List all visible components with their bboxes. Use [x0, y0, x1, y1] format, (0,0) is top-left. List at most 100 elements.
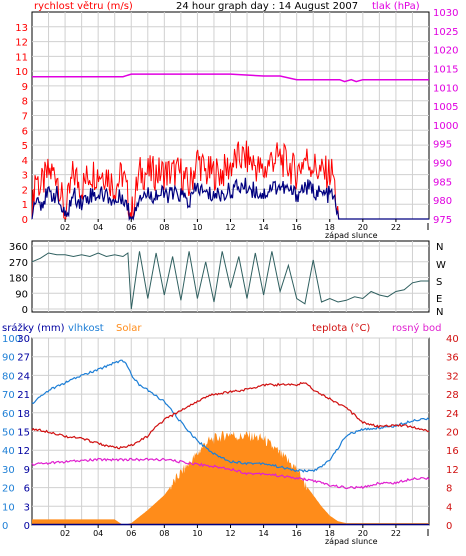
- humidity-tick-label: 10: [2, 502, 15, 513]
- humidity-tick-label: 40: [2, 446, 15, 457]
- temperature-tick-label: 24: [446, 409, 459, 420]
- humidity-tick-label: 60: [2, 409, 15, 420]
- rain-tick-label: 21: [17, 390, 30, 401]
- solar-area-series: [32, 430, 429, 525]
- time-axis-top-label: 22: [391, 223, 401, 232]
- humidity-tick-label: 50: [2, 428, 15, 439]
- time-axis-bottom-label: 16: [292, 529, 302, 538]
- humidity-tick-label: 100: [2, 334, 21, 345]
- temperature-tick-label: 12: [446, 465, 459, 476]
- time-axis-bottom-sunset-label: západ slunce: [325, 537, 378, 546]
- rain-tick-label: 9: [24, 465, 30, 476]
- direction-label-n-bottom: N: [436, 307, 443, 318]
- time-axis-bottom-label: 02: [60, 529, 70, 538]
- rain-tick-label: 30: [17, 334, 30, 345]
- time-axis-bottom: 02 04 06 08 10 12 14 16 18 20 22 západ slunce: [60, 525, 429, 546]
- time-axis-top-sunset-label: západ slunce: [325, 231, 378, 240]
- temperature-tick-label: 20: [446, 428, 459, 439]
- direction-label-w: W: [436, 260, 446, 271]
- temperature-tick-label: 28: [446, 390, 459, 401]
- direction-tick-label: 270: [9, 258, 28, 269]
- wind-pressure-panel: 0123456789101112139759809859909951000100…: [15, 0, 458, 226]
- time-axis-top: 02 04 06 08 10 12 14 16 18 20 22 západ slunce: [60, 219, 429, 240]
- pressure-tick-label: 980: [433, 196, 452, 207]
- pressure-tick-label: 1000: [433, 121, 458, 132]
- time-axis-bottom-label: 08: [159, 529, 169, 538]
- temperature-tick-label: 36: [446, 353, 459, 364]
- legend-humidity: vlhkost: [68, 323, 104, 334]
- time-axis-bottom-label: 14: [258, 529, 268, 538]
- humidity-tick-label: 30: [2, 465, 15, 476]
- wind-speed-tick-label: 2: [22, 185, 28, 196]
- pressure-tick-label: 1010: [433, 83, 458, 94]
- rain-tick-label: 24: [17, 371, 30, 382]
- humidity-tick-label: 80: [2, 371, 15, 382]
- legend-temperature: teplota (°C): [312, 323, 370, 334]
- temperature-series: [31, 381, 430, 450]
- temperature-humidity-panel: 0102030405060708090100036912151821242730…: [2, 322, 459, 532]
- time-axis-bottom-label: 18: [325, 529, 335, 538]
- time-axis-top-label: 04: [93, 223, 103, 232]
- legend-rain: srážky (mm): [2, 322, 65, 334]
- direction-tick-label: 90: [15, 289, 28, 300]
- wind-speed-axis-label: rychlost větru (m/s): [34, 0, 133, 12]
- wind-direction-ticks: 0 90 180 270 360: [9, 242, 28, 316]
- wind-pressure-ticks: 0123456789101112139759809859909951000100…: [15, 8, 458, 226]
- pressure-tick-label: 985: [433, 177, 452, 188]
- temperature-tick-label: 40: [446, 334, 459, 345]
- wind-speed-tick-label: 4: [22, 156, 28, 167]
- pressure-tick-label: 995: [433, 140, 452, 151]
- temperature-humidity-series: [31, 359, 430, 526]
- wind-speed-tick-label: 1: [22, 200, 28, 211]
- rain-tick-label: 12: [17, 446, 30, 457]
- pressure-tick-label: 990: [433, 159, 452, 170]
- dewpoint-series: [31, 457, 430, 490]
- pressure-tick-label: 1025: [433, 27, 458, 38]
- rain-tick-label: 6: [24, 484, 30, 495]
- wind-speed-tick-label: 5: [22, 141, 28, 152]
- legend-solar: Solar: [116, 323, 142, 334]
- time-axis-top-label: 18: [325, 223, 335, 232]
- direction-tick-label: 180: [9, 274, 28, 285]
- wind-direction-panel: 0 90 180 270 360 N W S E N: [9, 240, 446, 318]
- time-axis-bottom-label: 12: [225, 529, 235, 538]
- chart-title: 24 hour graph day : 14 August 2007: [176, 1, 358, 12]
- time-axis-bottom-label: 06: [126, 529, 136, 538]
- humidity-tick-label: 70: [2, 390, 15, 401]
- wind-direction-series: [31, 251, 429, 310]
- temperature-tick-label: 0: [446, 521, 452, 532]
- humidity-tick-label: 20: [2, 484, 15, 495]
- humidity-series: [31, 359, 430, 473]
- pressure-series: [32, 73, 429, 83]
- temperature-tick-label: 32: [446, 371, 459, 382]
- pressure-tick-label: 1015: [433, 64, 458, 75]
- temperature-humidity-grid: [32, 337, 429, 526]
- direction-label-e: E: [436, 294, 442, 305]
- pressure-axis-label: tlak (hPa): [372, 1, 420, 12]
- rain-tick-label: 27: [17, 353, 30, 364]
- wind-speed-tick-label: 0: [22, 215, 28, 226]
- rain-tick-label: 3: [24, 502, 30, 513]
- rain-tick-label: 18: [17, 409, 30, 420]
- wind-speed-tick-label: 8: [22, 97, 28, 108]
- humidity-tick-label: 90: [2, 353, 15, 364]
- wind-speed-tick-label: 13: [15, 23, 28, 34]
- time-axis-bottom-label: 22: [391, 529, 401, 538]
- direction-label-n-top: N: [436, 242, 443, 253]
- pressure-tick-label: 1030: [433, 8, 458, 19]
- time-axis-top-label: 16: [292, 223, 302, 232]
- time-axis-bottom-label: 04: [93, 529, 103, 538]
- wind-direction-grid: [32, 241, 429, 312]
- wind-speed-tick-label: 7: [22, 112, 28, 123]
- temperature-humidity-ticks: 0102030405060708090100036912151821242730…: [2, 334, 459, 532]
- wind-speed-tick-label: 11: [15, 52, 28, 63]
- time-axis-top-label: 10: [192, 223, 202, 232]
- legend-dewpoint: rosný bod: [392, 322, 441, 334]
- wind-speed-tick-label: 10: [15, 67, 28, 78]
- rain-tick-label: 15: [17, 428, 30, 439]
- time-axis-top-label: 02: [60, 223, 70, 232]
- humidity-tick-label: 0: [2, 521, 8, 532]
- time-axis-top-label: 08: [159, 223, 169, 232]
